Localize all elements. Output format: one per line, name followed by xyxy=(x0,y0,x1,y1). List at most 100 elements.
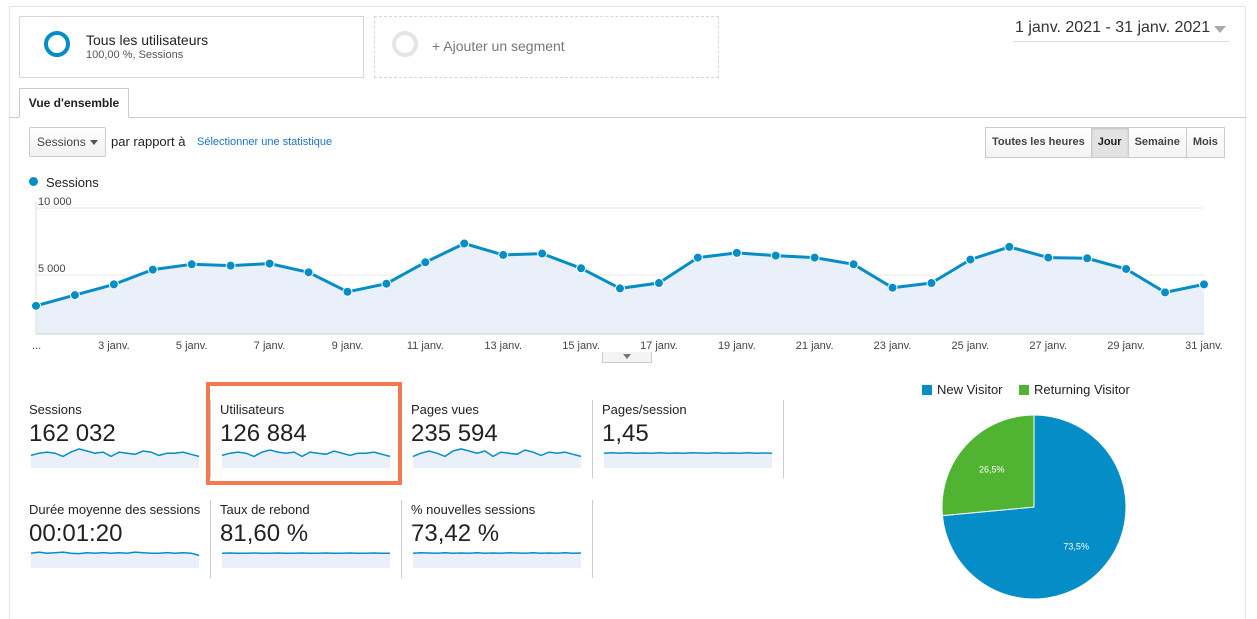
hourly-button[interactable]: Toutes les heures xyxy=(985,127,1092,158)
scorecard-value: 126 884 xyxy=(220,420,307,447)
data-point[interactable] xyxy=(147,264,158,275)
sparkline-area xyxy=(222,450,390,468)
x-tick-label: 15 janv. xyxy=(562,340,600,352)
data-point[interactable] xyxy=(69,290,80,301)
data-point[interactable] xyxy=(1199,279,1209,290)
data-point[interactable] xyxy=(887,282,898,293)
sparkline-line xyxy=(221,449,391,458)
scorecard-sparkline xyxy=(221,449,391,468)
scorecard-divider xyxy=(592,400,593,478)
scorecard-value: 73,42 % xyxy=(411,520,500,547)
scorecard-divider xyxy=(592,500,593,578)
scorecard-divider xyxy=(783,400,784,478)
x-tick-label: 21 janv. xyxy=(796,340,834,352)
data-point[interactable] xyxy=(537,248,548,259)
data-point[interactable] xyxy=(420,257,431,268)
scorecard-label: Pages/session xyxy=(602,402,687,417)
scorecard-divider xyxy=(401,500,402,578)
scorecard-divider xyxy=(210,400,211,478)
pie-legend-returning: Returning Visitor xyxy=(1019,382,1130,397)
tab-overview[interactable]: Vue d'ensemble xyxy=(19,88,129,118)
sparkline-area xyxy=(31,552,199,568)
week-button[interactable]: Semaine xyxy=(1127,127,1187,158)
segment-title: Tous les utilisateurs xyxy=(86,32,209,48)
scorecard-label: % nouvelles sessions xyxy=(411,502,536,517)
sparkline-line xyxy=(412,448,582,458)
empty-segment-ring-icon xyxy=(392,31,418,57)
data-point[interactable] xyxy=(615,283,625,294)
scorecard-sparkline xyxy=(221,552,390,568)
data-point[interactable] xyxy=(848,259,859,270)
data-point[interactable] xyxy=(459,238,470,249)
add-segment-label: + Ajouter un segment xyxy=(432,38,565,54)
metric-select-value: Sessions xyxy=(37,135,86,149)
x-tick-label: 19 janv. xyxy=(718,340,756,352)
data-point[interactable] xyxy=(692,252,703,263)
sessions-line-chart[interactable]: 10 000 5 000... 3 janv. 5 janv. 7 janv. 9 jan… xyxy=(0,195,1257,360)
x-tick-label: 17 janv. xyxy=(640,340,678,352)
x-tick-label: ... xyxy=(32,340,41,352)
data-point[interactable] xyxy=(264,258,275,269)
y-tick-label: 10 000 xyxy=(38,196,72,208)
segment-subtitle: 100,00 %, Sessions xyxy=(86,49,184,61)
data-point[interactable] xyxy=(770,250,781,261)
data-point[interactable] xyxy=(926,278,937,289)
pie-slice[interactable] xyxy=(941,414,1035,517)
data-point[interactable] xyxy=(1082,253,1093,264)
chart-legend: Sessions xyxy=(29,175,99,190)
data-point[interactable] xyxy=(381,278,392,289)
pie-legend-returning-label: Returning Visitor xyxy=(1034,382,1130,397)
highlight-box xyxy=(206,382,402,485)
tab-divider xyxy=(9,117,1246,118)
month-button[interactable]: Mois xyxy=(1185,127,1225,158)
add-segment-button[interactable]: + Ajouter un segment xyxy=(374,16,719,78)
pie-legend-new-label: New Visitor xyxy=(937,382,1003,397)
data-point[interactable] xyxy=(653,278,664,289)
date-range-picker[interactable]: 1 janv. 2021 - 31 janv. 2021 xyxy=(1015,19,1211,36)
data-point[interactable] xyxy=(965,254,976,265)
data-point[interactable] xyxy=(342,286,353,297)
chevron-down-icon xyxy=(623,354,631,359)
scorecard-label: Pages vues xyxy=(411,402,479,417)
x-tick-label: 29 janv. xyxy=(1107,340,1145,352)
data-point[interactable] xyxy=(576,263,587,274)
date-range-underline xyxy=(1013,41,1229,42)
scorecard-sparkline xyxy=(30,551,200,568)
data-point[interactable] xyxy=(809,252,820,263)
scorecard-value: 81,60 % xyxy=(220,520,309,547)
sparkline-line xyxy=(30,448,200,458)
legend-swatch-icon xyxy=(922,384,932,395)
chevron-down-icon[interactable] xyxy=(1214,26,1226,33)
data-point[interactable] xyxy=(1121,263,1132,274)
segment-ring-icon xyxy=(44,31,70,57)
pie-legend-new: New Visitor xyxy=(922,382,1003,397)
data-point[interactable] xyxy=(303,267,314,278)
scorecard-label: Sessions xyxy=(29,402,82,417)
data-point[interactable] xyxy=(1160,287,1171,298)
data-point[interactable] xyxy=(31,300,41,311)
data-point[interactable] xyxy=(1004,241,1015,252)
scorecard-label: Durée moyenne des sessions xyxy=(29,502,201,517)
sparkline-area xyxy=(604,452,772,468)
x-tick-label: 27 janv. xyxy=(1029,340,1067,352)
data-point[interactable] xyxy=(108,279,119,290)
pie-slice-label: 26,5% xyxy=(979,465,1005,475)
metric-select[interactable]: Sessions xyxy=(29,127,106,157)
data-point[interactable] xyxy=(225,260,236,271)
chevron-down-icon xyxy=(90,140,98,145)
scorecard-sparkline xyxy=(412,448,582,468)
select-metric-link[interactable]: Sélectionner une statistique xyxy=(197,136,333,148)
day-button[interactable]: Jour xyxy=(1090,127,1129,158)
data-point[interactable] xyxy=(731,247,742,258)
sparkline-line xyxy=(30,551,200,557)
pie-slice-label: 73,5% xyxy=(1063,541,1089,551)
data-point[interactable] xyxy=(1043,252,1054,263)
sparkline-area xyxy=(413,552,581,568)
visitor-type-pie-chart[interactable]: 73,5% 26,5% xyxy=(940,413,1130,603)
data-point[interactable] xyxy=(498,249,509,260)
segment-all-users[interactable]: Tous les utilisateurs 100,00 %, Sessions xyxy=(19,16,364,78)
data-point[interactable] xyxy=(186,259,197,270)
chart-collapse-toggle[interactable] xyxy=(602,352,652,363)
y-tick-label: 5 000 xyxy=(38,263,66,275)
time-granularity-group: Toutes les heures Jour Semaine Mois xyxy=(985,127,1225,158)
